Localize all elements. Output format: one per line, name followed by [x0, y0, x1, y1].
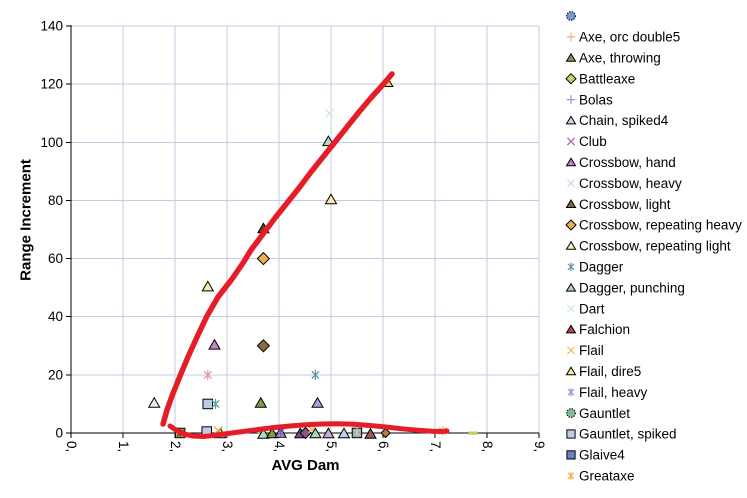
svg-text:Axe, throwing: Axe, throwing — [579, 51, 661, 66]
svg-text:4,: 4, — [272, 441, 287, 452]
svg-text:7,: 7, — [428, 441, 443, 452]
svg-text:Flail, heavy: Flail, heavy — [579, 385, 648, 400]
svg-text:Crossbow, light: Crossbow, light — [579, 197, 671, 212]
svg-text:Bolas: Bolas — [579, 92, 613, 107]
svg-text:120: 120 — [40, 77, 63, 92]
svg-text:Falchion: Falchion — [579, 322, 630, 337]
svg-text:0,: 0, — [64, 441, 79, 452]
svg-text:9,: 9, — [532, 441, 547, 452]
svg-text:Club: Club — [579, 134, 607, 149]
svg-text:0: 0 — [55, 426, 63, 441]
svg-text:20: 20 — [48, 367, 63, 382]
svg-text:2,: 2, — [168, 441, 183, 452]
svg-text:Gauntlet, spiked: Gauntlet, spiked — [579, 427, 677, 442]
svg-text:5,: 5, — [324, 441, 339, 452]
svg-text:Dagger, punching: Dagger, punching — [579, 280, 685, 295]
svg-text:Axe, orc double5: Axe, orc double5 — [579, 30, 680, 45]
svg-text:1,: 1, — [116, 441, 131, 452]
svg-text:8,: 8, — [480, 441, 495, 452]
svg-text:Greataxe: Greataxe — [579, 469, 635, 484]
svg-text:Crossbow, hand: Crossbow, hand — [579, 155, 676, 170]
svg-text:Crossbow, repeating light: Crossbow, repeating light — [579, 239, 731, 254]
svg-text:60: 60 — [48, 251, 63, 266]
svg-text:80: 80 — [48, 193, 63, 208]
svg-text:6,: 6, — [376, 441, 391, 452]
svg-text:3,: 3, — [220, 441, 235, 452]
svg-text:Crossbow, heavy: Crossbow, heavy — [579, 176, 682, 191]
svg-text:Flail: Flail — [579, 343, 604, 358]
svg-text:Chain, spiked4: Chain, spiked4 — [579, 113, 669, 128]
svg-text:Dart: Dart — [579, 301, 605, 316]
svg-text:Flail, dire5: Flail, dire5 — [579, 364, 641, 379]
svg-text:Glaive4: Glaive4 — [579, 448, 625, 463]
svg-text:Range Increment: Range Increment — [18, 159, 35, 281]
svg-text:AVG Dam: AVG Dam — [271, 457, 339, 474]
svg-text:140: 140 — [40, 19, 63, 34]
svg-text:40: 40 — [48, 309, 63, 324]
svg-text:Crossbow, repeating heavy: Crossbow, repeating heavy — [579, 218, 742, 233]
svg-text:Gauntlet: Gauntlet — [579, 406, 630, 421]
svg-text:Battleaxe: Battleaxe — [579, 71, 635, 86]
svg-text:Dagger: Dagger — [579, 260, 624, 275]
svg-text:100: 100 — [40, 135, 63, 150]
